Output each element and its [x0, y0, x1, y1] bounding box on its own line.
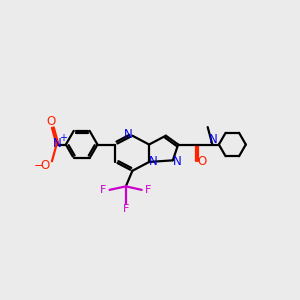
- Text: O: O: [41, 159, 50, 172]
- Text: N: N: [149, 154, 158, 167]
- Text: O: O: [197, 155, 206, 169]
- Text: N: N: [53, 137, 62, 150]
- Text: N: N: [172, 155, 182, 168]
- Text: N: N: [209, 133, 218, 146]
- Text: F: F: [100, 185, 106, 195]
- Text: +: +: [59, 133, 67, 142]
- Text: N: N: [124, 128, 133, 141]
- Text: F: F: [145, 185, 152, 195]
- Text: O: O: [47, 116, 56, 128]
- Text: F: F: [123, 204, 129, 214]
- Text: −: −: [34, 159, 44, 172]
